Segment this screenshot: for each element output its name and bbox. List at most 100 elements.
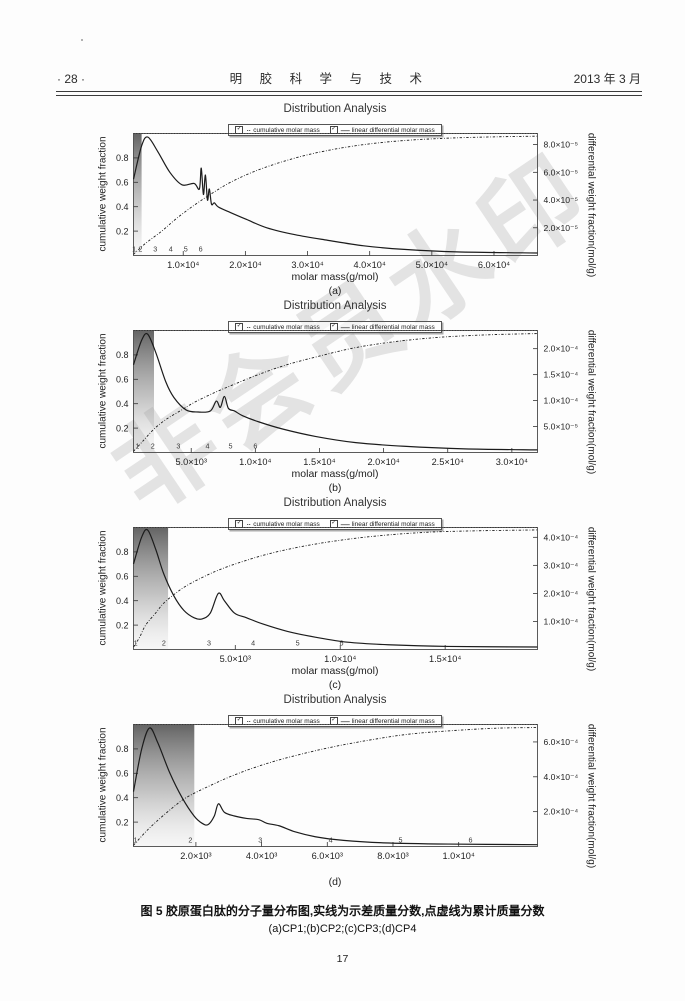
x-axis-title: molar mass(g/mol) [291, 271, 379, 283]
left-axis-tick-label: 0.6 [116, 375, 129, 385]
dashdot-line-icon: ·· [246, 519, 251, 529]
differential-curve [132, 727, 538, 846]
peak-number-label: 2 [188, 836, 192, 845]
panel-label: (a) [328, 285, 342, 297]
peak-number-label: 3 [153, 245, 157, 254]
x-axis-tick-label: 1.0×10⁴ [324, 654, 356, 664]
left-axis-tick-label: 0.2 [116, 423, 129, 433]
legend-label: linear differential molar mass [351, 126, 435, 134]
caption-line1: 图 5 胶原蛋白肽的分子量分布图,实线为示差质量分数,点虚线为累计质量分数 [140, 904, 545, 918]
right-axis-tick-label: 1.5×10⁻⁴ [544, 370, 579, 380]
x-axis-tick-label: 4.0×10³ [246, 851, 277, 861]
x-axis-tick-label: 1.0×10⁴ [443, 851, 475, 861]
page-header: · 28 · 明 胶 科 学 与 技 术 2013 年 3 月 [57, 68, 641, 87]
plot-group: 0.2 0.4 0.6 0.8 1.0×10⁻⁴ 2.0×10⁻⁴ 3.0×10⁻⁴ 4.0×… [116, 527, 579, 664]
figure-caption: 图 5 胶原蛋白肽的分子量分布图,实线为示差质量分数,点虚线为累计质量分数 (a… [0, 902, 685, 935]
legend-label: linear differential molar mass [351, 717, 435, 725]
cumulative-curve [133, 135, 538, 255]
right-axis-tick-label: 6.0×10⁻⁵ [544, 167, 579, 177]
right-axis-title: differential weight fraction(mol/g) [585, 132, 597, 278]
legend-box: ·· cumulative molar mass — linear differ… [228, 124, 442, 136]
chart-panel-c: Distribution Analysis ·· cumulative mola… [0, 496, 685, 693]
peak-number-label: 5 [399, 836, 403, 845]
x-axis-tick-label: 6.0×10³ [312, 851, 343, 861]
charts-container: Distribution Analysis ·· cumulative mola… [0, 102, 685, 890]
right-axis-tick-label: 2.0×10⁻⁴ [544, 807, 579, 817]
x-axis-tick-label: 5.0×10⁴ [416, 260, 448, 270]
legend-label: cumulative molar mass [253, 323, 320, 331]
x-axis-title: molar mass(g/mol) [291, 665, 379, 677]
peak-number-label: 1 [135, 442, 139, 451]
x-axis-tick-label: 1.5×10⁴ [303, 457, 335, 467]
right-axis-tick-label: 1.0×10⁻⁴ [544, 396, 579, 406]
right-axis-tick-label: 4.0×10⁻⁵ [544, 195, 579, 205]
plot-group: 0.2 0.4 0.6 0.8 2.0×10⁻⁵ 4.0×10⁻⁵ 6.0×10⁻⁵ 8.0×… [116, 133, 579, 270]
x-axis-title [133, 862, 537, 876]
left-axis-tick-label: 0.4 [116, 399, 129, 409]
solid-line-icon: — [340, 125, 350, 135]
left-axis-tick-label: 0.8 [116, 350, 129, 360]
plot-wrap: 0.2 0.4 0.6 0.8 2.0×10⁻⁵ 4.0×10⁻⁵ 6.0×10⁻⁵ 8.0×… [0, 133, 685, 277]
right-axis-title: differential weight fraction(mol/g) [585, 329, 597, 475]
peak-number-label: 6 [253, 442, 257, 451]
left-axis-tick-label: 0.6 [116, 769, 129, 779]
peak-number-label: 6 [199, 245, 203, 254]
scan-speck [81, 39, 83, 41]
panel-label: (c) [328, 679, 342, 691]
chart-panel-a: Distribution Analysis ·· cumulative mola… [0, 102, 685, 299]
peak-number-label: 4 [206, 442, 210, 451]
peak-number-label: 4 [169, 245, 173, 254]
peak-number-label: 5 [184, 245, 188, 254]
left-axis-tick-label: 0.4 [116, 202, 129, 212]
left-axis-tick-label: 0.8 [116, 547, 129, 557]
low-mass-shaded-band [133, 527, 169, 650]
x-axis-tick-label: 1.5×10⁴ [429, 654, 461, 664]
left-axis-tick-label: 0.2 [116, 817, 129, 827]
issue-date: 2013 年 3 月 [573, 72, 641, 86]
chart-title: Distribution Analysis [283, 103, 387, 115]
header-double-rule [56, 91, 642, 96]
plot-area: 0.2 0.4 0.6 0.8 1.0×10⁻⁴ 2.0×10⁻⁴ 3.0×10⁻⁴ 4.0×… [116, 527, 579, 664]
x-axis-tick-label: 1.0×10⁴ [167, 260, 199, 270]
chart-panel-d: Distribution Analysis ·· cumulative mola… [0, 693, 685, 890]
chart-legend: ·· cumulative molar mass — linear differ… [133, 117, 537, 136]
right-axis-title: differential weight fraction(mol/g) [585, 723, 597, 869]
low-mass-shaded-band [133, 330, 154, 453]
plot-area: 0.2 0.4 0.6 0.8 2.0×10⁻⁴ 4.0×10⁻⁴ 6.0×10⁻⁴ 2.0×… [116, 724, 579, 861]
legend-box: ·· cumulative molar mass — linear differ… [228, 518, 442, 530]
cumulative-curve [133, 529, 538, 648]
peak-number-label: 2 [162, 639, 166, 648]
peak-number-label: 3 [258, 836, 262, 845]
differential-curve [132, 528, 538, 648]
solid-line-icon: — [340, 519, 350, 529]
dashdot-line-icon: ·· [246, 716, 251, 726]
chart-title: Distribution Analysis [283, 300, 387, 312]
peak-number-label: 5 [296, 639, 300, 648]
x-axis-tick-label: 2.0×10⁴ [367, 457, 399, 467]
plot-frame [133, 724, 538, 847]
journal-title: 明 胶 科 学 与 技 术 [229, 72, 429, 86]
legend-box: ·· cumulative molar mass — linear differ… [228, 321, 442, 333]
legend-box: ·· cumulative molar mass — linear differ… [228, 715, 442, 727]
right-axis-tick-label: 6.0×10⁻⁴ [544, 737, 579, 747]
low-mass-shaded-band [133, 133, 142, 256]
plot-area: 0.2 0.4 0.6 0.8 5.0×10⁻⁵ 1.0×10⁻⁴ 1.5×10⁻⁴ 2.0×… [116, 330, 579, 467]
right-axis-tick-label: 2.0×10⁻⁴ [544, 344, 579, 354]
plot-frame [133, 330, 538, 453]
x-axis-title: molar mass(g/mol) [291, 468, 379, 480]
x-axis-tick-label: 1.0×10⁴ [239, 457, 271, 467]
left-axis-tick-label: 0.6 [116, 572, 129, 582]
left-axis-title: cumulative weight fraction [97, 136, 109, 252]
plot-frame [133, 527, 538, 650]
legend-label: linear differential molar mass [351, 323, 435, 331]
right-axis-tick-label: 4.0×10⁻⁴ [544, 532, 579, 542]
dashdot-line-icon: ·· [246, 322, 251, 332]
right-axis-tick-label: 3.0×10⁻⁴ [544, 560, 579, 570]
peak-number-label: 1 [133, 836, 137, 845]
x-axis-tick-label: 3.0×10⁴ [496, 457, 528, 467]
plot-frame [133, 133, 538, 256]
right-axis-title: differential weight fraction(mol/g) [585, 526, 597, 672]
peak-number-label: 5 [228, 442, 232, 451]
peak-number-label: 4 [251, 639, 255, 648]
left-axis-tick-label: 0.4 [116, 596, 129, 606]
